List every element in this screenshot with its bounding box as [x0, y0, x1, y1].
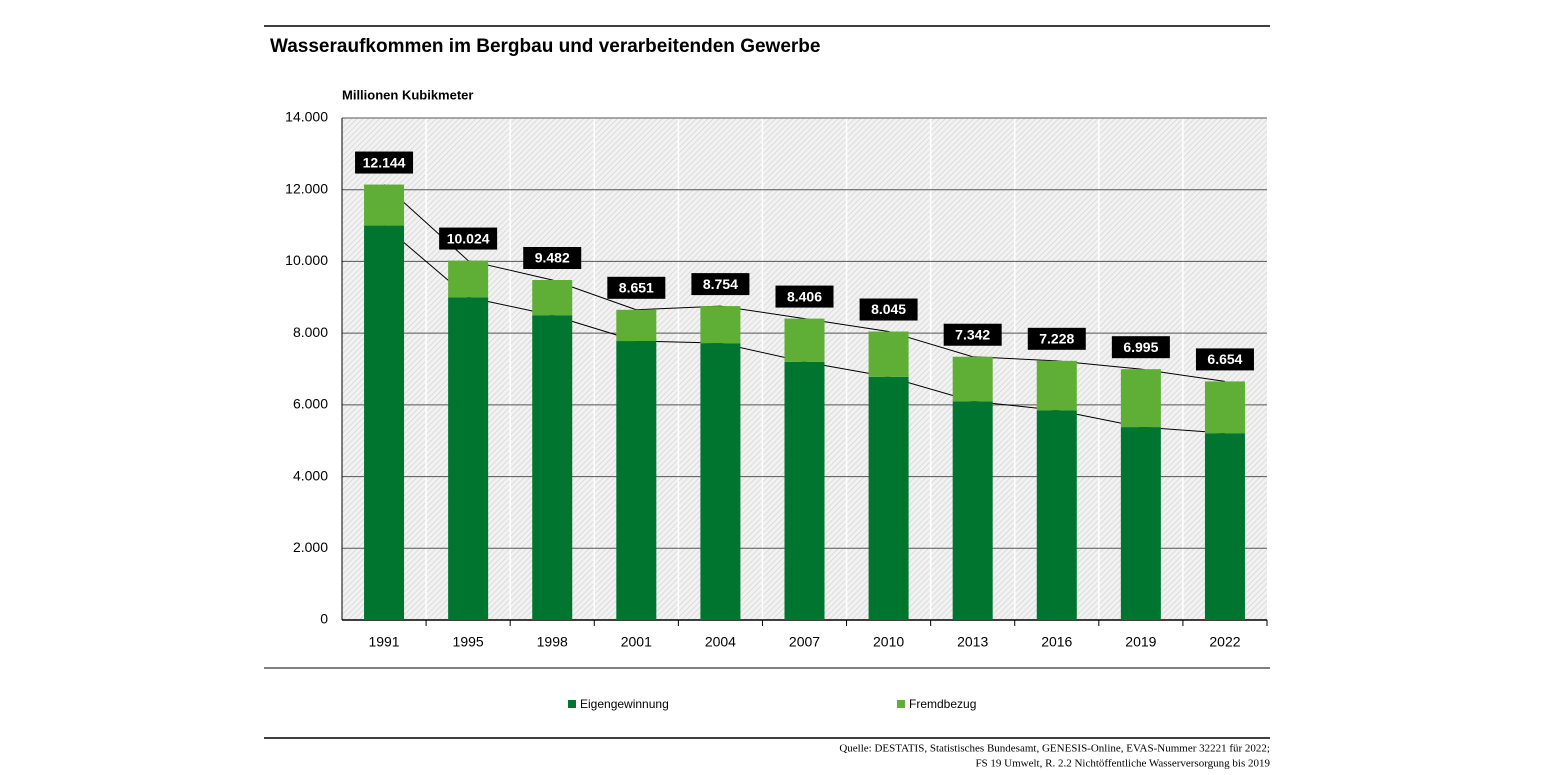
legend-swatch [897, 700, 905, 708]
legend-swatch [568, 700, 576, 708]
bar-segment [616, 309, 657, 342]
bar-segment [868, 331, 909, 377]
total-label-box [859, 298, 918, 321]
x-tick-label: 2022 [1209, 634, 1240, 650]
bar-segment [1120, 369, 1161, 428]
bar-segment [364, 225, 405, 621]
x-tick-label: 2013 [957, 634, 988, 650]
source: FS 19 Umwelt, R. 2.2 Nichtöffentliche Wa… [975, 758, 1270, 770]
x-tick-label: 2016 [1041, 634, 1072, 650]
x-tick-label: 2001 [621, 634, 652, 650]
total-label: 8.045 [871, 301, 906, 317]
total-label-box [523, 247, 582, 270]
y-tick-label: 12.000 [285, 180, 328, 196]
y-tick-label: 6.000 [293, 396, 328, 412]
bar-segment [364, 184, 405, 226]
y-tick-label: 8.000 [293, 324, 328, 340]
total-label-box [355, 151, 414, 174]
bar-segment [448, 297, 489, 620]
total-label: 6.654 [1207, 351, 1242, 367]
total-label: 7.342 [955, 326, 990, 342]
bar-segment [532, 315, 573, 620]
y-tick-label: 10.000 [285, 252, 328, 268]
total-label-box [439, 227, 498, 250]
total-label-box [775, 285, 834, 308]
bar-segment [952, 401, 993, 620]
x-tick-label: 2010 [873, 634, 904, 650]
bar-segment [700, 306, 741, 344]
total-label: 8.754 [703, 276, 738, 292]
bar-segment [700, 343, 741, 620]
legend-label: Eigengewinnung [580, 697, 669, 711]
total-label-box [1195, 348, 1254, 371]
bar-segment [1036, 410, 1077, 620]
total-label: 12.144 [363, 154, 406, 170]
total-label: 8.651 [619, 280, 654, 296]
legend-label: Fremdbezug [909, 697, 976, 711]
x-tick-label: 2004 [705, 634, 736, 650]
x-tick-label: 1995 [453, 634, 484, 650]
y-tick-label: 0 [320, 611, 328, 627]
bar-segment [1120, 427, 1161, 620]
bar-segment [532, 280, 573, 316]
chart-title: Wasseraufkommen im Bergbau und verarbeit… [270, 36, 820, 57]
bar-segment [1204, 381, 1245, 434]
total-label-box [1111, 336, 1170, 359]
total-label: 7.228 [1039, 331, 1074, 347]
y-tick-label: 2.000 [293, 539, 328, 555]
total-label-box [607, 276, 666, 299]
total-label-box [1027, 327, 1086, 350]
bar-segment [448, 260, 489, 298]
bar-segment [616, 341, 657, 620]
y-tick-label: 4.000 [293, 467, 328, 483]
bar-segment [868, 376, 909, 620]
total-label: 10.024 [447, 230, 490, 246]
y-axis-label: Millionen Kubikmeter [342, 87, 473, 102]
bar-segment [784, 361, 825, 620]
x-tick-label: 1991 [368, 634, 399, 650]
bar-segment [1036, 360, 1077, 411]
total-label-box [691, 273, 750, 296]
source: Quelle: DESTATIS, Statistisches Bundesam… [839, 743, 1270, 755]
x-tick-label: 1998 [537, 634, 568, 650]
y-tick-label: 14.000 [285, 109, 328, 125]
total-label: 6.995 [1123, 339, 1158, 355]
bar-segment [952, 356, 993, 402]
total-label: 9.482 [535, 250, 570, 266]
total-label: 8.406 [787, 288, 822, 304]
bar-segment [1204, 433, 1245, 620]
x-tick-label: 2007 [789, 634, 820, 650]
total-label-box [943, 323, 1002, 346]
bar-segment [784, 318, 825, 362]
x-tick-label: 2019 [1125, 634, 1156, 650]
